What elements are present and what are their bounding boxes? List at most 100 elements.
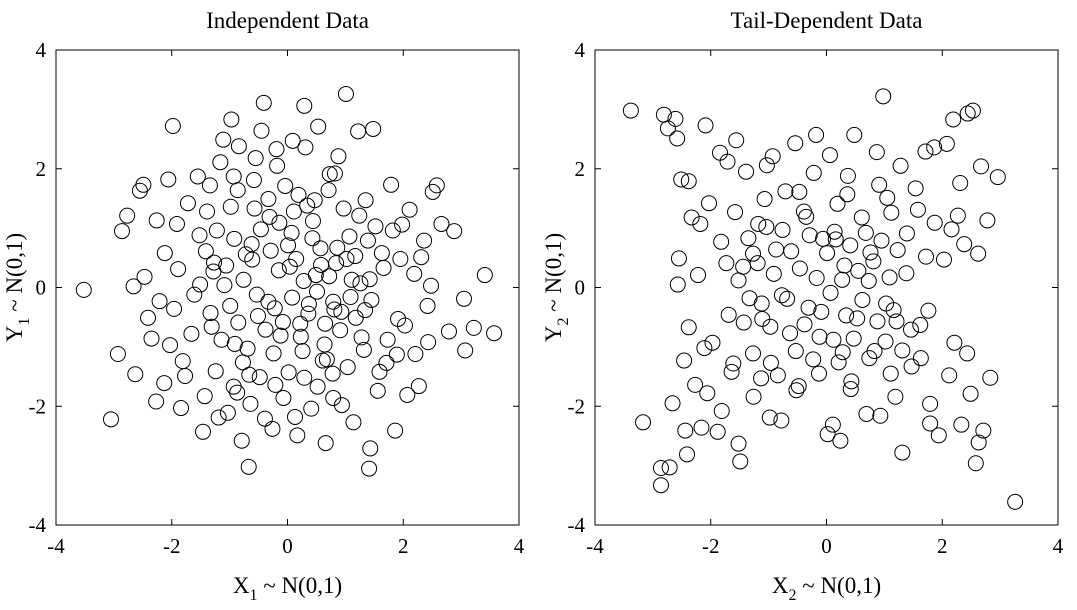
scatter-point — [363, 291, 380, 308]
scatter-point — [773, 287, 790, 304]
scatter-point — [959, 105, 976, 122]
scatter-point — [819, 245, 836, 262]
scatter-point — [177, 367, 194, 384]
scatter-point — [203, 318, 220, 335]
scatter-point — [416, 232, 433, 249]
scatter-point — [292, 315, 309, 332]
scatter-point — [861, 350, 878, 367]
scatter-point — [201, 177, 218, 194]
scatter-point — [659, 120, 676, 137]
x-tick-label: -2 — [163, 534, 181, 558]
scatter-point — [725, 355, 742, 372]
scatter-point — [762, 318, 779, 335]
scatter-point — [362, 440, 379, 457]
scatter-point — [745, 388, 762, 405]
scatter-point — [148, 393, 165, 410]
scatter-point — [946, 334, 963, 351]
scatter-point — [741, 290, 758, 307]
x-tick-label: 4 — [514, 534, 525, 558]
scatter-point — [365, 120, 382, 137]
scatter-point — [240, 458, 257, 475]
x-tick-label: -4 — [47, 534, 65, 558]
scatter-point — [191, 227, 208, 244]
scatter-point — [207, 363, 224, 380]
x-tick-label: 4 — [1053, 534, 1064, 558]
scatter-point — [246, 200, 263, 217]
scatter-point — [894, 342, 911, 359]
scatter-point — [758, 218, 775, 235]
scatter-point — [325, 389, 342, 406]
scatter-point — [943, 221, 960, 238]
scatter-point — [822, 284, 839, 301]
scatter-point — [738, 163, 755, 180]
scatter-point — [669, 130, 686, 147]
scatter-point — [326, 301, 343, 318]
scatter-point — [156, 375, 173, 392]
scatter-point — [825, 331, 842, 348]
scatter-point — [713, 233, 730, 250]
scatter-point — [244, 251, 261, 268]
scatter-point — [796, 316, 813, 333]
scatter-point — [798, 208, 815, 225]
scatter-point — [290, 186, 307, 203]
scatter-point — [296, 369, 313, 386]
scatter-point — [622, 102, 639, 119]
scatter-point — [222, 198, 239, 215]
y-axis-label: Y2 ~ N(0,1) — [541, 233, 572, 342]
scatter-point — [787, 135, 804, 152]
scatter-point — [127, 366, 144, 383]
x-tick-label: 0 — [821, 534, 832, 558]
scatter-point — [388, 346, 405, 363]
scatter-point — [284, 289, 301, 306]
scatter-point — [317, 435, 334, 452]
scatter-point — [230, 314, 247, 331]
x-tick-label: 2 — [937, 534, 948, 558]
scatter-point — [810, 365, 827, 382]
scatter-point — [287, 408, 304, 425]
scatter-point — [338, 251, 355, 267]
scatter-point — [166, 300, 183, 317]
scatter-point — [192, 276, 209, 293]
scatter-point — [396, 317, 413, 334]
scatter-point — [713, 403, 730, 419]
scatter-point — [696, 340, 713, 357]
scatter-point — [773, 412, 790, 429]
y-tick-label: 2 — [575, 157, 586, 181]
scatter-point — [744, 245, 761, 262]
scatter-point — [394, 216, 411, 233]
scatter-points — [75, 85, 503, 477]
scatter-point — [248, 286, 265, 303]
scatter-point — [854, 291, 871, 308]
scatter-point — [970, 245, 987, 262]
scatter-point — [959, 345, 976, 362]
scatter-point — [877, 333, 894, 350]
scatter-point — [267, 376, 284, 393]
scatter-point — [791, 183, 808, 200]
scatter-point — [868, 144, 885, 161]
scatter-point — [862, 244, 879, 261]
scatter-point — [351, 207, 368, 224]
scatter-point — [926, 139, 943, 156]
scatter-point — [693, 419, 710, 436]
scatter-point — [869, 313, 886, 330]
scatter-point — [202, 305, 219, 322]
scatter-point — [261, 208, 278, 225]
scatter-point — [419, 297, 436, 314]
scatter-point — [697, 117, 714, 134]
y-tick-label: -2 — [568, 394, 586, 418]
scatter-point — [174, 353, 191, 370]
scatter-point — [664, 395, 681, 412]
scatter-point — [842, 381, 859, 398]
scatter-point — [892, 157, 909, 174]
scatter-point — [879, 189, 896, 206]
scatter-point — [952, 175, 969, 191]
scatter-point — [205, 263, 222, 280]
scatter-point — [205, 254, 222, 271]
scatter-point — [882, 365, 899, 382]
scatter-point — [769, 367, 786, 384]
scatter-point — [280, 364, 297, 381]
scatter-point — [272, 327, 289, 344]
scatter-point — [898, 265, 915, 282]
scatter-point — [889, 242, 906, 259]
scatter-point — [247, 150, 264, 167]
